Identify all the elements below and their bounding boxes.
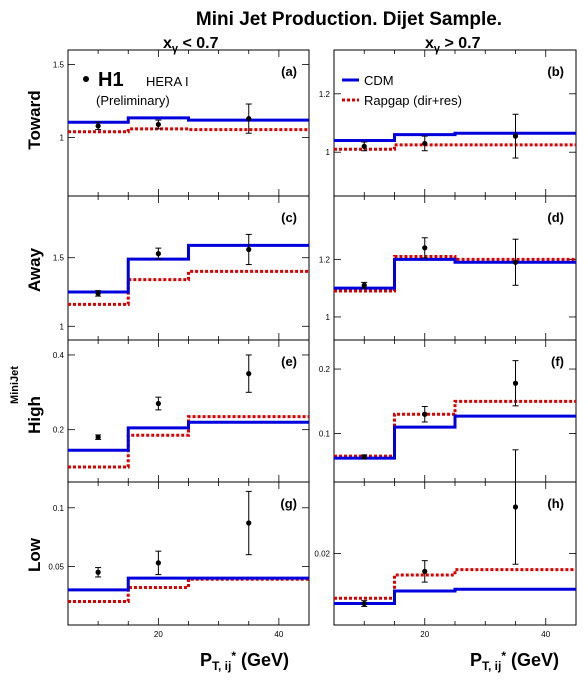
rapgap-line [334, 568, 576, 600]
data-point [422, 140, 428, 147]
column-title-left: xγ < 0.7 [163, 35, 219, 55]
legend-h1: H1 HERA I (Preliminary) [83, 69, 189, 108]
legend-cdm-label: CDM [364, 73, 394, 88]
data-point [246, 371, 252, 377]
y-tick-label: 0.4 [53, 351, 65, 360]
panel-label: (h) [547, 496, 564, 511]
rapgap-line [68, 415, 309, 469]
data-point [361, 454, 367, 460]
panel-frame [333, 195, 577, 341]
cdm-line [68, 243, 309, 294]
row-label-toward: Toward [25, 90, 44, 149]
panel-frame [333, 49, 577, 197]
row-label-away: Away [25, 247, 44, 292]
data-point [246, 116, 252, 122]
column-title-right: xγ > 0.7 [425, 35, 481, 55]
data-point [422, 411, 428, 417]
x-tick-label: 40 [274, 630, 283, 639]
y-tick-label: 1.5 [53, 254, 65, 263]
data-point [95, 434, 101, 440]
y-tick-label: 0.1 [53, 504, 65, 513]
panel-a: 1 1.5 (a) [53, 49, 310, 197]
x-axis-label-right: PT, ij* (GeV) [470, 649, 559, 673]
data-point [361, 282, 367, 288]
data-point [361, 600, 367, 607]
rapgap-line [68, 127, 309, 134]
panel-label: (e) [281, 354, 297, 369]
data-point [512, 259, 519, 265]
x-tick-label: 20 [154, 630, 163, 639]
panel-h: 20 40 0.02 (h) [314, 449, 577, 639]
cdm-line [334, 587, 576, 606]
y-tick-label: 1 [326, 313, 331, 322]
y-axis-label-fragment: MiniJet [9, 366, 21, 404]
panel-label: (c) [281, 210, 297, 225]
legend-models: CDM Rapgap (dir+res) [342, 73, 462, 108]
legend-dataset: HERA I [146, 74, 189, 89]
panels: 1 1.5 (a) 1 1.2 (b) 1 1.5 (c) 1 1.2 (d) 0.2 0.4 (e) 0.1… [48, 49, 577, 639]
cdm-line [334, 257, 576, 290]
panel-label: (d) [547, 210, 564, 225]
rapgap-line [334, 143, 576, 151]
data-point [95, 123, 101, 129]
y-tick-label: 0.2 [319, 365, 331, 374]
y-tick-label: 0.2 [53, 426, 65, 435]
rapgap-line [68, 269, 309, 306]
data-point [246, 520, 252, 526]
panel-e: 0.2 0.4 (e) [53, 339, 310, 483]
data-point [512, 380, 519, 386]
panel-frame [67, 481, 310, 626]
y-tick-label: 1 [60, 134, 65, 143]
panel-g: 20 40 0.05 0.1 (g) [48, 481, 310, 639]
data-point [422, 568, 428, 574]
panel-d: 1 1.2 (d) [319, 195, 577, 341]
legend-rapgap-label: Rapgap (dir+res) [364, 93, 462, 108]
data-point [422, 245, 428, 251]
y-tick-label: 0.05 [48, 562, 64, 571]
data-point [95, 569, 101, 575]
data-point [155, 560, 161, 566]
data-point [155, 251, 161, 257]
y-tick-label: 1.5 [53, 61, 65, 70]
row-label-low: Low [25, 537, 44, 572]
y-tick-label: 0.02 [314, 550, 330, 559]
data-point [512, 133, 519, 139]
data-point [246, 246, 252, 253]
panel-label: (b) [547, 64, 564, 79]
cdm-line [68, 420, 309, 452]
row-label-high: High [25, 396, 44, 434]
data-point [95, 290, 101, 296]
panel-label: (g) [280, 496, 297, 511]
legend-status: (Preliminary) [96, 93, 170, 108]
cdm-line [68, 116, 309, 124]
data-point [512, 504, 519, 510]
legend-data-marker [83, 76, 89, 82]
cdm-line [334, 131, 576, 143]
x-tick-label: 20 [420, 630, 429, 639]
panel-frame [67, 339, 310, 483]
panel-c: 1 1.5 (c) [53, 195, 310, 341]
rapgap-line [334, 399, 576, 458]
panel-label: (f) [551, 354, 564, 369]
y-tick-label: 1.2 [319, 255, 331, 264]
panel-label: (a) [281, 64, 297, 79]
panel-b: 1 1.2 (b) [319, 49, 577, 197]
figure-title: Mini Jet Production. Dijet Sample. [196, 9, 502, 30]
panel-f: 0.1 0.2 (f) [319, 339, 577, 483]
cdm-line [334, 414, 576, 460]
cdm-line [68, 576, 309, 592]
y-tick-label: 1 [326, 148, 331, 157]
y-tick-label: 1.2 [319, 90, 331, 99]
data-point [361, 143, 367, 149]
y-tick-label: 1 [60, 322, 65, 331]
panel-frame [67, 195, 310, 341]
y-tick-label: 0.1 [319, 430, 331, 439]
data-point [155, 400, 161, 407]
data-point [155, 121, 161, 128]
legend-experiment: H1 [98, 69, 124, 91]
x-axis-label-left: PT, ij* (GeV) [200, 649, 289, 673]
x-tick-label: 40 [541, 630, 550, 639]
